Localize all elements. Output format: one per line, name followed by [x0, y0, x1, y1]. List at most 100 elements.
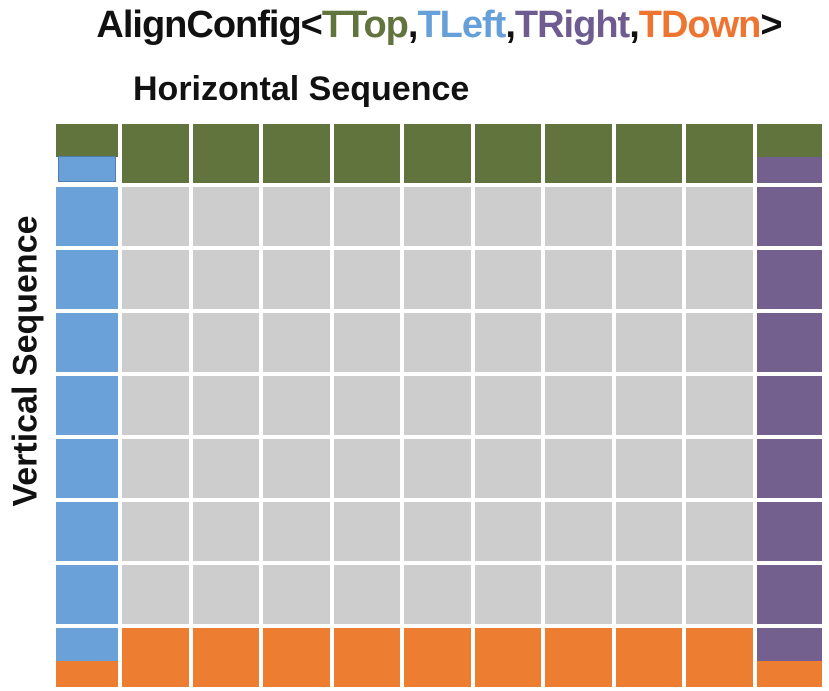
cell-inner [192, 502, 260, 561]
cell-inner [545, 565, 612, 624]
cell-inner [474, 565, 542, 624]
cell-inner [615, 376, 683, 435]
cell-corner-bottom-right-top-part [757, 628, 822, 662]
cell-inner [474, 502, 542, 561]
cell-left-edge [56, 250, 118, 309]
cell-inner [122, 439, 189, 498]
title-comma-2: , [505, 4, 516, 46]
cell-inner [545, 187, 612, 246]
cell-right-edge [757, 187, 822, 246]
cell-corner-bottom-right [757, 628, 822, 687]
cell-inner [404, 250, 471, 309]
cell-inner [192, 250, 260, 309]
cell-corner-bottom-left-top-part [56, 628, 118, 662]
cell-inner [333, 250, 401, 309]
cell-inner [404, 313, 471, 372]
cell-bottom-edge [333, 628, 401, 687]
cell-inner [474, 313, 542, 372]
cell-inner [333, 376, 401, 435]
cell-corner-top-left [56, 124, 118, 183]
cell-left-edge [56, 439, 118, 498]
cell-corner-top-right-top-part [757, 124, 822, 158]
cell-inner [122, 250, 189, 309]
cell-inner [263, 187, 330, 246]
cell-right-edge [757, 439, 822, 498]
cell-inner [686, 502, 753, 561]
horizontal-sequence-label: Horizontal Sequence [133, 70, 470, 108]
cell-inner [545, 376, 612, 435]
cell-inner [545, 502, 612, 561]
title-suffix: > [760, 4, 782, 46]
cell-right-edge [757, 376, 822, 435]
cell-inner [615, 502, 683, 561]
cell-left-edge [56, 565, 118, 624]
cell-top-edge [686, 124, 753, 183]
cell-inner [686, 565, 753, 624]
cell-right-edge [757, 565, 822, 624]
cell-inner [192, 376, 260, 435]
cell-corner-top-left-top-part [56, 124, 118, 158]
cell-bottom-edge [404, 628, 471, 687]
cell-inner [263, 439, 330, 498]
cell-inner [474, 250, 542, 309]
cell-inner [333, 313, 401, 372]
cell-inner [263, 565, 330, 624]
cell-inner [615, 250, 683, 309]
cell-inner [474, 376, 542, 435]
cell-inner [192, 313, 260, 372]
cell-inner [404, 376, 471, 435]
cell-right-edge [757, 502, 822, 561]
cell-inner [263, 376, 330, 435]
page-title: AlignConfig<TTop,TLeft,TRight,TDown> [56, 4, 822, 47]
cell-left-edge [56, 502, 118, 561]
cell-left-edge [56, 187, 118, 246]
cell-corner-bottom-right-bottom-part [757, 661, 822, 687]
cell-corner-bottom-left [56, 628, 118, 687]
cell-inner [333, 502, 401, 561]
cell-inner [192, 565, 260, 624]
cell-inner [333, 187, 401, 246]
cell-inner [122, 187, 189, 246]
cell-inner [122, 313, 189, 372]
cell-inner [192, 439, 260, 498]
cell-inner [686, 250, 753, 309]
cell-inner [404, 565, 471, 624]
cell-bottom-edge [686, 628, 753, 687]
cell-inner [545, 313, 612, 372]
title-param-tleft: TLeft [417, 4, 506, 46]
cell-inner [686, 187, 753, 246]
cell-inner [615, 313, 683, 372]
cell-bottom-edge [192, 628, 260, 687]
cell-top-edge [122, 124, 189, 183]
cell-left-edge [56, 313, 118, 372]
cell-inner [474, 439, 542, 498]
cell-inner [686, 376, 753, 435]
cell-top-edge [404, 124, 471, 183]
title-comma-3: , [629, 4, 640, 46]
cell-inner [474, 187, 542, 246]
cell-inner [545, 250, 612, 309]
cell-top-edge [545, 124, 612, 183]
cell-inner [192, 187, 260, 246]
cell-inner [615, 565, 683, 624]
title-comma-1: , [407, 4, 419, 46]
cell-inner [686, 313, 753, 372]
title-param-tdown: TDown [638, 4, 762, 46]
alignment-matrix-grid [56, 124, 822, 687]
cell-bottom-edge [122, 628, 189, 687]
cell-corner-bottom-left-bottom-part [56, 661, 118, 687]
title-prefix: AlignConfig< [96, 4, 322, 46]
cell-inner [404, 439, 471, 498]
cell-inner [686, 439, 753, 498]
cell-inner [615, 187, 683, 246]
title-param-tright: TRight [514, 4, 630, 46]
cell-corner-top-left-bottom-part [58, 156, 116, 182]
cell-inner [545, 439, 612, 498]
cell-top-edge [333, 124, 401, 183]
cell-top-edge [263, 124, 330, 183]
cell-inner [263, 313, 330, 372]
cell-bottom-edge [263, 628, 330, 687]
cell-right-edge [757, 313, 822, 372]
cell-bottom-edge [545, 628, 612, 687]
